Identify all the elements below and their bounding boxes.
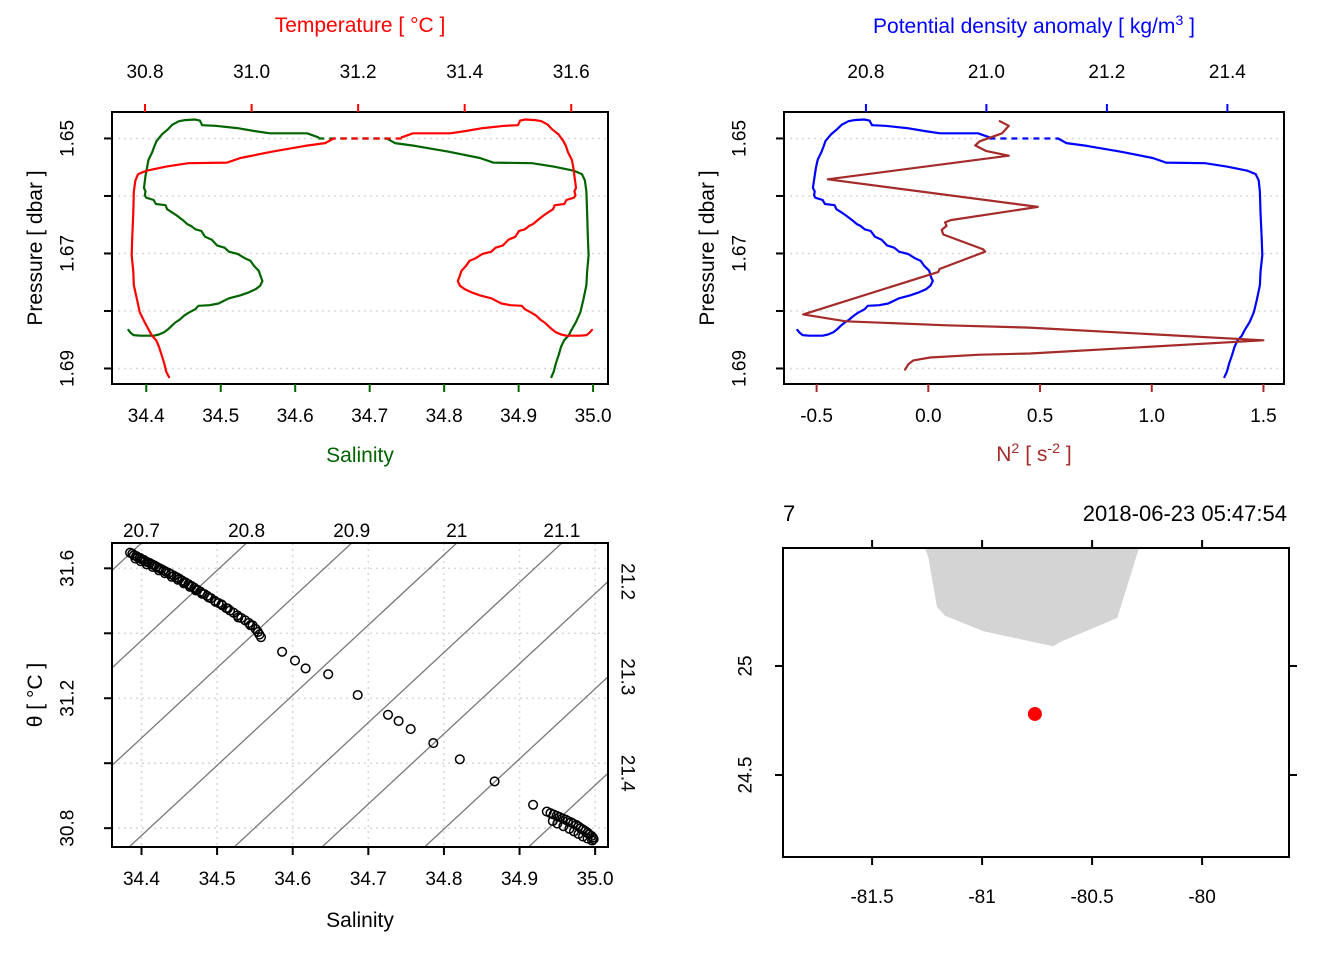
tick-label: 35.0: [577, 869, 614, 890]
tick-label: 34.6: [277, 406, 314, 427]
axis-ticks: 30.8 31.0 31.2 31.4 31.6 34.4 34.5 34.6 34.7 34.8…: [58, 62, 612, 427]
tick-label: -81: [968, 887, 995, 908]
tick-label: 34.8: [425, 869, 462, 890]
tick-label: 34.7: [350, 869, 387, 890]
tick-label: 34.4: [123, 869, 160, 890]
n2-stability-curve: [802, 120, 1265, 371]
isopycnal-label: 20.9: [333, 521, 370, 542]
tick-label: 1.67: [730, 235, 751, 272]
tick-label: 31.2: [340, 62, 377, 83]
florida-land-polygon: [924, 548, 1141, 647]
tick-label: 0.5: [1027, 406, 1053, 427]
tick-label: 1.69: [730, 350, 751, 387]
isopycnal-label: 21: [446, 521, 467, 542]
tick-label: 31.0: [233, 62, 270, 83]
isopycnal-label: 21.4: [617, 755, 638, 792]
temperature-axis-title: Temperature [ °C ]: [274, 14, 446, 37]
gridlines: [784, 137, 1284, 370]
salinity-curve: [127, 118, 590, 379]
tick-label: 21.0: [968, 62, 1005, 83]
tick-label: 30.8: [58, 810, 79, 847]
tick-label: 34.9: [501, 869, 538, 890]
panel-station-map: -81.5 -81 -80.5 -80 25 24.5: [736, 540, 1297, 908]
tick-label: 30.8: [127, 62, 164, 83]
isopycnal-label: 20.7: [123, 521, 160, 542]
tick-label: 34.6: [274, 869, 311, 890]
isopycnal-contours: [112, 543, 608, 847]
gridlines: [112, 137, 608, 370]
panel-profile-density-n2: 20.8 21.0 21.2 21.4 -0.5 0.0 0.5 1.0 1.5 1.65 1.67…: [730, 62, 1285, 427]
plot-box: [111, 111, 609, 385]
ts-scatter-points: [125, 547, 599, 846]
tick-label: 35.0: [575, 406, 612, 427]
isopycnal-label: 21.1: [543, 521, 580, 542]
n2-axis-title: N2 [ s-2 ]: [996, 441, 1072, 466]
tick-label: -80.5: [1070, 887, 1113, 908]
plot-box: [783, 111, 1285, 385]
tick-label: 34.5: [202, 406, 239, 427]
station-timestamp: 2018-06-23 05:47:54: [1082, 501, 1287, 526]
axis-ticks: -81.5 -81 -80.5 -80 25 24.5: [736, 540, 1297, 908]
tick-label: 31.6: [58, 550, 79, 587]
station-number: 7: [783, 501, 796, 526]
tick-label: -81.5: [850, 887, 893, 908]
tick-label: 34.9: [500, 406, 537, 427]
axis-ticks: 20.8 21.0 21.2 21.4 -0.5 0.0 0.5 1.0 1.5 1.65 1.67…: [730, 62, 1277, 427]
tick-label: 21.4: [1209, 62, 1246, 83]
tick-label: 1.0: [1139, 406, 1165, 427]
tick-label: 34.8: [426, 406, 463, 427]
tick-label: 1.65: [58, 120, 79, 157]
plot-box: [782, 547, 1290, 858]
axis-ticks: 34.4 34.5 34.6 34.7 34.8 34.9 35.0 31.6 31.2 30.8: [58, 550, 614, 890]
tick-label: -0.5: [800, 406, 833, 427]
tick-label: 24.5: [736, 757, 757, 794]
tick-label: 34.7: [351, 406, 388, 427]
tick-label: 1.67: [58, 235, 79, 272]
density-axis-title: Potential density anomaly [ kg/m3 ]: [873, 13, 1195, 38]
tick-label: 1.69: [58, 350, 79, 387]
tick-label: 31.4: [446, 62, 483, 83]
tick-label: 1.65: [730, 120, 751, 157]
tick-label: 25: [736, 655, 757, 676]
plot-box: [111, 542, 609, 848]
tick-label: 0.0: [915, 406, 941, 427]
tick-label: 34.5: [199, 869, 236, 890]
tick-label: 21.2: [1088, 62, 1125, 83]
potential-density-anomaly-curve: [796, 118, 1264, 379]
tick-label: 34.4: [128, 406, 165, 427]
temperature-curve: [130, 118, 594, 379]
tick-label: -80: [1188, 887, 1215, 908]
panel-profile-temperature-salinity: 30.8 31.0 31.2 31.4 31.6 34.4 34.5 34.6 34.7 34.8…: [58, 62, 612, 427]
tick-label: 31.6: [553, 62, 590, 83]
salinity-axis-title-profile: Salinity: [326, 444, 394, 467]
salinity-axis-title-ts: Salinity: [326, 909, 394, 932]
tick-label: 31.2: [58, 680, 79, 717]
pressure-axis-title-left-panel: Pressure [ dbar ]: [24, 170, 47, 326]
isopycnal-label: 21.2: [617, 563, 638, 600]
isopycnal-labels: 20.7 20.8 20.9 21 21.1 21.2 21.3 21.4: [123, 521, 638, 792]
station-marker: [1027, 706, 1042, 721]
tick-label: 20.8: [847, 62, 884, 83]
tick-label: 1.5: [1250, 406, 1276, 427]
pressure-axis-title-right-panel: Pressure [ dbar ]: [696, 170, 719, 326]
panel-ts-diagram: 20.7 20.8 20.9 21 21.121.221.321.434.4 34.5 34…: [58, 521, 638, 890]
isopycnal-label: 20.8: [228, 521, 265, 542]
theta-axis-title: θ [ °C ]: [24, 662, 47, 728]
isopycnal-label: 21.3: [617, 658, 638, 695]
